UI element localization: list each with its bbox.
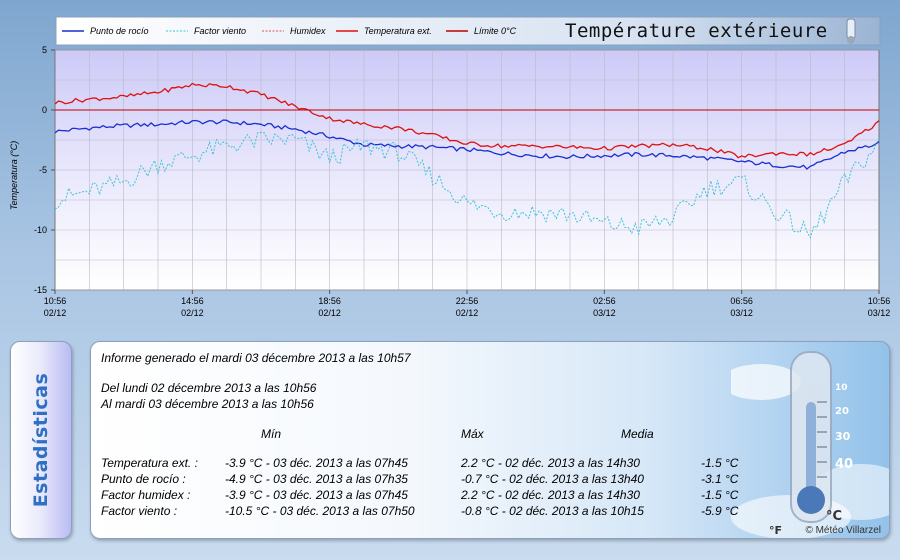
row-avg: -3.1 °C [701,472,739,486]
x-tick-time: 10:56 [868,296,891,306]
row-max: 2.2 °C - 02 déc. 2013 a las 14h30 [461,488,640,502]
x-tick-time: 22:56 [456,296,479,306]
x-tick-date: 02/12 [318,308,341,318]
legend-label: Humidex [290,26,326,36]
y-tick-label: -5 [39,165,47,175]
x-tick-date: 02/12 [44,308,67,318]
period-from: Del lundi 02 décembre 2013 a las 10h56 [101,381,317,395]
row-avg: -5.9 °C [701,504,739,518]
x-tick-date: 03/12 [868,308,891,318]
period-to: Al mardi 03 décembre 2013 a las 10h56 [101,397,314,411]
series-1-line [54,119,880,170]
x-tick-date: 03/12 [593,308,616,318]
header-max: Máx [461,427,484,441]
x-tick-date: 03/12 [730,308,753,318]
row-min: -10.5 °C - 03 déc. 2013 a las 07h50 [225,504,415,518]
grid [55,49,879,291]
row-min: -3.9 °C - 03 déc. 2013 a las 07h45 [225,488,408,502]
row-label: Factor viento : [101,504,178,518]
row-avg: -1.5 °C [701,456,739,470]
temperature-chart: 50-5-10-1510:5602/1214:5602/1218:5602/12… [9,16,890,318]
thermo-label-fahrenheit: °F [769,524,782,537]
legend: Punto de rocío Factor viento Humidex Temper… [62,26,517,36]
y-tick-label: 5 [42,45,47,55]
y-tick-label: 0 [42,105,47,115]
thermometer-decoration-icon: 40 30 20 10 °C °F [731,351,889,538]
legend-label: Punto de rocío [90,26,149,36]
row-avg: -1.5 °C [701,488,739,502]
row-min: -4.9 °C - 03 déc. 2013 a las 07h35 [225,472,408,486]
copyright: © Météo Villarzel [805,525,881,536]
row-label: Punto de rocío : [101,472,186,486]
row-label: Temperatura ext. : [101,456,198,470]
x-tick-time: 06:56 [730,296,753,306]
chart-title: Température extérieure [565,20,828,42]
y-tick-label: -15 [34,285,47,295]
thermometer-icon [846,18,856,44]
thermo-label-20: 20 [835,406,849,417]
legend-label: Temperatura ext. [364,26,432,36]
row-max: -0.7 °C - 02 déc. 2013 a las 13h40 [461,472,644,486]
row-min: -3.9 °C - 03 déc. 2013 a las 07h45 [225,456,408,470]
row-max: -0.8 °C - 02 déc. 2013 a las 10h15 [461,504,644,518]
legend-label: Factor viento [194,26,246,36]
series-2-line [54,131,880,240]
header-avg: Media [621,427,654,441]
thermo-label-celsius: °C [826,509,842,524]
legend-label: Límite 0°C [474,26,517,36]
series-lines [54,82,880,240]
stats-panel: 40 30 20 10 °C °F Informe generado el ma… [90,341,890,539]
x-tick-date: 02/12 [181,308,204,318]
thermo-label-30: 30 [835,430,851,443]
y-axis-label: Temperatura (°C) [9,141,19,210]
x-tick-time: 02:56 [593,296,616,306]
report-generated: Informe generado el mardi 03 décembre 20… [101,351,411,365]
row-max: 2.2 °C - 02 déc. 2013 a las 14h30 [461,456,640,470]
thermo-label-40: 40 [835,457,853,472]
row-label: Factor humidex : [101,488,191,502]
x-tick-time: 10:56 [44,296,67,306]
axes: 50-5-10-1510:5602/1214:5602/1218:5602/12… [34,45,890,318]
stats-side-panel: Estadísticas [10,341,72,539]
x-tick-date: 02/12 [456,308,479,318]
header-min: Mín [261,427,282,441]
series-4-line [54,82,880,159]
y-tick-label: -10 [34,225,47,235]
thermo-label-10: 10 [835,383,848,393]
x-tick-time: 18:56 [318,296,341,306]
x-tick-time: 14:56 [181,296,204,306]
stats-side-title: Estadísticas [30,372,52,508]
